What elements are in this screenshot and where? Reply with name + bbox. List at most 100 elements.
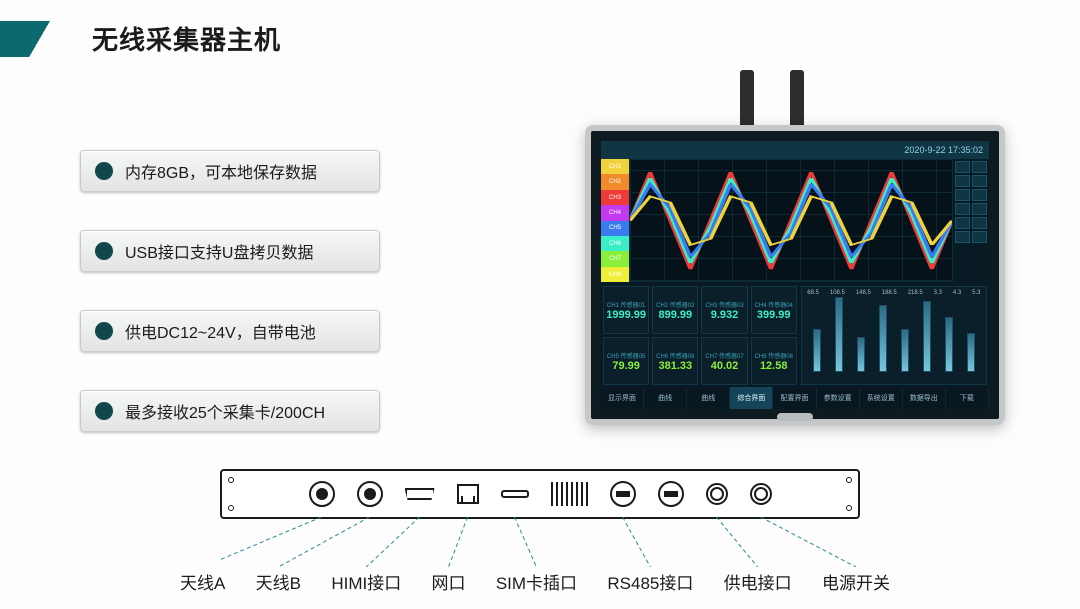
- readout-cell: CH4 传感器04399.99: [751, 286, 797, 334]
- screen-tab[interactable]: 数据导出: [903, 387, 946, 409]
- readout-channel: CH6 传感器06: [656, 351, 694, 360]
- wave-control-button[interactable]: [972, 217, 987, 229]
- vent-icon: [551, 482, 588, 506]
- title-accent-wedge: [0, 21, 70, 57]
- screen-tab[interactable]: 曲线: [644, 387, 687, 409]
- feature-item: USB接口支持U盘拷贝数据: [80, 230, 380, 272]
- screen-chart-row: CH1CH2CH3CH4CH5CH6CH7CH8: [601, 159, 989, 282]
- screen-tab[interactable]: 配置界面: [773, 387, 816, 409]
- wave-control-button[interactable]: [972, 189, 987, 201]
- wave-control-button[interactable]: [955, 161, 970, 173]
- home-button-icon: [777, 413, 813, 421]
- wave-control-button[interactable]: [955, 175, 970, 187]
- feature-item: 供电DC12~24V，自带电池: [80, 310, 380, 352]
- screen-datetime: 2020-9-22 17:35:02: [904, 145, 983, 155]
- readout-value: 40.02: [711, 360, 739, 372]
- port-bar: [220, 469, 860, 519]
- readout-cell: CH7 传感器0740.02: [701, 337, 747, 385]
- equalizer-bar: [813, 329, 821, 372]
- port-panel: 天线A天线BHIMI接口网口SIM卡插口RS485接口供电接口电源开关: [220, 469, 860, 519]
- equalizer-label: 218.5: [908, 290, 923, 296]
- equalizer-bar: [923, 301, 931, 372]
- equalizer-label: 148.5: [856, 290, 871, 296]
- antenna-icon: [790, 70, 804, 130]
- port-antenna-b: [357, 481, 383, 507]
- equalizer-labels: 68.5108.5148.5188.5218.53.34.35.3: [802, 290, 986, 296]
- equalizer-bar: [967, 333, 975, 372]
- equalizer-label: 188.5: [882, 290, 897, 296]
- port-hdmi: [405, 488, 435, 500]
- wave-control-button[interactable]: [955, 231, 970, 243]
- wave-control-button[interactable]: [972, 161, 987, 173]
- wave-control-button[interactable]: [972, 175, 987, 187]
- channel-chip: CH8: [601, 267, 629, 282]
- title-row: 无线采集器主机: [0, 20, 281, 57]
- equalizer-label: 68.5: [807, 290, 819, 296]
- screen-tab[interactable]: 系统设置: [860, 387, 903, 409]
- readout-cell: CH3 传感器039.932: [701, 286, 747, 334]
- channel-chip: CH3: [601, 190, 629, 205]
- readout-channel: CH2 传感器02: [656, 300, 694, 309]
- channel-chip: CH4: [601, 205, 629, 220]
- channel-chip: CH5: [601, 221, 629, 236]
- readout-channel: CH8 传感器08: [755, 351, 793, 360]
- readout-channel: CH5 传感器05: [607, 351, 645, 360]
- feature-item: 最多接收25个采集卡/200CH: [80, 390, 380, 432]
- readout-channel: CH3 传感器03: [705, 300, 743, 309]
- feature-text: 最多接收25个采集卡/200CH: [125, 399, 325, 423]
- screw-icon: [846, 505, 852, 511]
- readouts-grid: CH1 传感器011999.99CH2 传感器02899.99CH3 传感器03…: [603, 286, 797, 385]
- readout-cell: CH6 传感器06381.33: [652, 337, 698, 385]
- port-ethernet: [457, 484, 479, 504]
- screen-statusbar: 2020-9-22 17:35:02: [601, 141, 989, 159]
- readout-cell: CH2 传感器02899.99: [652, 286, 698, 334]
- feature-text: 供电DC12~24V，自带电池: [125, 319, 316, 343]
- screw-icon: [228, 505, 234, 511]
- port-rs485-b: [658, 481, 684, 507]
- wave-control-button[interactable]: [955, 217, 970, 229]
- feature-text: USB接口支持U盘拷贝数据: [125, 239, 313, 263]
- port-label: 电源开关: [822, 569, 890, 594]
- port-labels-row: 天线A天线BHIMI接口网口SIM卡插口RS485接口供电接口电源开关: [180, 569, 890, 594]
- feature-item: 内存8GB，可本地保存数据: [80, 150, 380, 192]
- screen-tabs: 显示界面曲线曲线综合界面配置界面参数设置系统设置数据导出下载: [601, 387, 989, 409]
- screen-lower: CH1 传感器011999.99CH2 传感器02899.99CH3 传感器03…: [601, 282, 989, 387]
- bullet-dot-icon: [95, 402, 113, 420]
- port-label: 天线A: [180, 569, 225, 594]
- channel-label-strip: CH1CH2CH3CH4CH5CH6CH7CH8: [601, 159, 629, 282]
- screw-icon: [228, 477, 234, 483]
- port-label: 供电接口: [724, 569, 792, 594]
- screen-tab[interactable]: 参数设置: [817, 387, 860, 409]
- readout-value: 1999.99: [606, 309, 646, 321]
- equalizer-label: 3.3: [934, 290, 942, 296]
- waveform-plot: [629, 159, 953, 282]
- waveform-svg: [630, 160, 952, 281]
- port-label: RS485接口: [607, 569, 693, 594]
- port-label: 天线B: [256, 569, 301, 594]
- equalizer-bar: [835, 297, 843, 372]
- port-rs485-a: [610, 481, 636, 507]
- wave-control-button[interactable]: [972, 203, 987, 215]
- antenna-icon: [740, 70, 754, 130]
- screen-tab[interactable]: 显示界面: [601, 387, 644, 409]
- channel-chip: CH1: [601, 159, 629, 174]
- screw-icon: [846, 477, 852, 483]
- device-bezel: 2020-9-22 17:35:02 CH1CH2CH3CH4CH5CH6CH7…: [585, 125, 1005, 425]
- screen-tab[interactable]: 曲线: [687, 387, 730, 409]
- readout-cell: CH5 传感器0579.99: [603, 337, 649, 385]
- readout-value: 399.99: [757, 309, 791, 321]
- equalizer-bar: [879, 305, 887, 372]
- screen-tab[interactable]: 综合界面: [730, 387, 773, 409]
- wave-control-button[interactable]: [955, 203, 970, 215]
- wave-control-button[interactable]: [955, 189, 970, 201]
- wave-control-button[interactable]: [972, 231, 987, 243]
- readout-channel: CH1 传感器01: [607, 300, 645, 309]
- port-sim: [501, 490, 529, 498]
- screen-tab[interactable]: 下载: [946, 387, 989, 409]
- port-power-switch: [750, 483, 772, 505]
- port-label: 网口: [432, 569, 466, 594]
- channel-chip: CH2: [601, 174, 629, 189]
- device-screen: 2020-9-22 17:35:02 CH1CH2CH3CH4CH5CH6CH7…: [601, 141, 989, 409]
- bullet-dot-icon: [95, 322, 113, 340]
- readout-value: 381.33: [658, 360, 692, 372]
